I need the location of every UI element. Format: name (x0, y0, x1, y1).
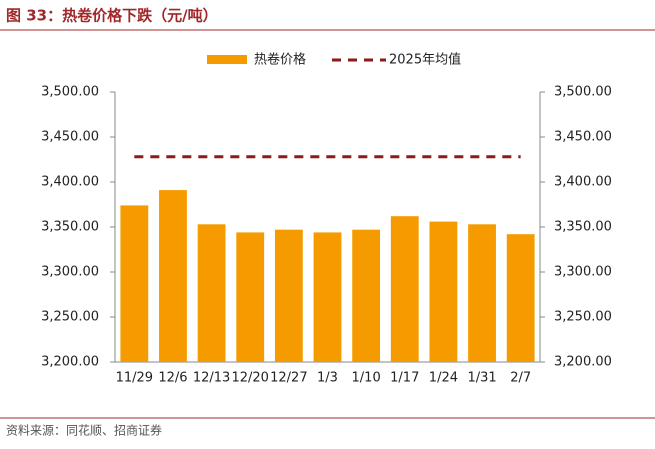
y-tick-label: 3,200.00 (41, 355, 99, 370)
y2-tick-label: 3,400.00 (554, 175, 612, 190)
legend-label: 热卷价格 (254, 52, 306, 68)
bar (313, 232, 342, 362)
x-tick-label: 11/29 (116, 371, 153, 386)
x-tick-label: 1/17 (390, 371, 419, 386)
y-tick-label: 3,300.00 (41, 265, 99, 280)
bar (236, 232, 265, 362)
y2-tick-label: 3,350.00 (554, 220, 612, 235)
y2-tick-label: 3,250.00 (554, 310, 612, 325)
y2-tick-label: 3,450.00 (554, 130, 612, 145)
bar (197, 224, 226, 362)
y-tick-label: 3,350.00 (41, 220, 99, 235)
bar (120, 205, 149, 362)
bar (506, 234, 535, 362)
x-tick-label: 12/6 (158, 371, 187, 386)
x-tick-label: 1/3 (317, 371, 338, 386)
y-tick-label: 3,400.00 (41, 175, 99, 190)
legend-swatch (207, 55, 247, 64)
legend-label: 2025年均值 (389, 52, 461, 68)
bar (352, 229, 381, 362)
x-tick-label: 12/13 (193, 371, 230, 386)
y2-tick-label: 3,300.00 (554, 265, 612, 280)
bar (390, 216, 419, 362)
x-tick-label: 1/10 (352, 371, 381, 386)
y-tick-label: 3,500.00 (41, 85, 99, 100)
y2-tick-label: 3,500.00 (554, 85, 612, 100)
bar (159, 190, 187, 362)
x-tick-label: 12/27 (270, 371, 307, 386)
y-tick-label: 3,450.00 (41, 130, 99, 145)
source: 资料来源：同花顺、招商证券 (6, 423, 162, 438)
y-tick-label: 3,250.00 (41, 310, 99, 325)
x-tick-label: 1/24 (429, 371, 458, 386)
chart-title: 图 33：热卷价格下跌（元/吨） (6, 7, 218, 25)
bar (468, 224, 496, 362)
y2-tick-label: 3,200.00 (554, 355, 612, 370)
x-tick-label: 2/7 (510, 371, 531, 386)
bar (274, 229, 303, 362)
x-tick-label: 12/20 (231, 371, 268, 386)
x-tick-label: 1/31 (467, 371, 496, 386)
bar (429, 221, 458, 362)
